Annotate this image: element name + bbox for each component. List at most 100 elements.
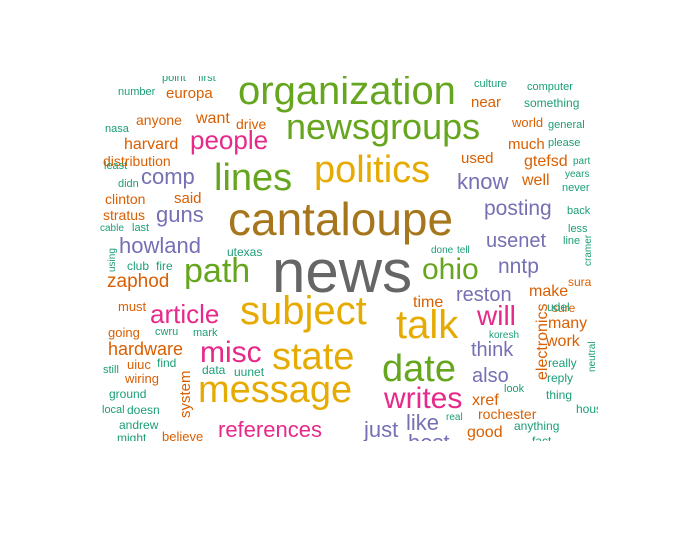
word-said: said	[174, 190, 202, 207]
word-comp: comp	[141, 164, 195, 189]
word-newsgroups: newsgroups	[286, 106, 481, 147]
word-look: look	[504, 383, 525, 395]
word-make: make	[529, 283, 569, 300]
word-want: want	[196, 110, 230, 127]
word-never: never	[562, 182, 590, 194]
word-first: first	[198, 76, 216, 84]
word-find: find	[157, 356, 177, 370]
word-message: message	[198, 369, 353, 411]
word-sure: sure	[552, 301, 576, 315]
word-uunet: uunet	[234, 365, 265, 379]
word-work: work	[546, 333, 580, 350]
word-last: last	[132, 222, 150, 234]
word-cable: cable	[100, 223, 124, 234]
word-posting: posting	[484, 197, 552, 220]
word-path: path	[184, 252, 251, 290]
word-thing: thing	[546, 388, 573, 402]
word-wiring: wiring	[125, 371, 159, 386]
word-usenet: usenet	[486, 230, 547, 252]
word-well: well	[522, 172, 550, 189]
word-cloud-area: news cantaloupe organization newsgroups …	[100, 76, 598, 441]
word-guns: guns	[156, 202, 204, 227]
word-ground: ground	[109, 387, 147, 401]
word-organization: organization	[238, 76, 456, 113]
word-udel: udel	[547, 300, 570, 314]
word-must: must	[118, 299, 147, 314]
word-subject: subject	[240, 289, 367, 333]
word-cwru: cwru	[155, 326, 179, 338]
word-writes: writes	[384, 382, 463, 415]
word-much: much	[508, 136, 545, 153]
word-hardware: hardware	[108, 339, 184, 359]
word-going: going	[108, 325, 140, 340]
word-xref: xref	[472, 392, 499, 409]
word-years: years	[565, 169, 590, 180]
word-gtefsd: gtefsd	[524, 153, 568, 170]
word-politics: politics	[314, 149, 431, 191]
word-cantaloupe: cantaloupe	[228, 193, 454, 245]
word-date: date	[382, 348, 456, 390]
word-number: number	[118, 86, 156, 98]
word-zaphod: zaphod	[107, 271, 170, 292]
word-fact: fact	[532, 434, 552, 441]
word-drive: drive	[236, 116, 267, 132]
word-mark: mark	[193, 327, 218, 339]
word-near: near	[471, 94, 502, 111]
word-something: something	[524, 96, 580, 110]
word-local: local	[102, 404, 125, 416]
word-neutral: neutral	[587, 341, 598, 372]
word-still: still	[103, 364, 119, 376]
word-andrew: andrew	[119, 418, 159, 432]
word-stratus: stratus	[103, 207, 146, 223]
word-reply: reply	[547, 371, 574, 385]
word-culture: culture	[474, 78, 508, 90]
word-reston: reston	[456, 284, 512, 306]
word-good: good	[467, 424, 503, 441]
word-house: house	[576, 402, 598, 416]
word-believe: believe	[162, 429, 204, 441]
word-club: club	[127, 259, 150, 273]
word-least: least	[104, 160, 128, 172]
word-just: just	[364, 417, 399, 441]
word-less: less	[568, 223, 588, 235]
word-like: like	[406, 410, 440, 435]
word-system: system	[177, 370, 194, 418]
word-article: article	[150, 299, 220, 329]
word-howland: howland	[119, 233, 201, 258]
word-computer: computer	[527, 81, 573, 93]
word-anyone: anyone	[136, 112, 182, 128]
word-utexas: utexas	[227, 245, 263, 259]
word-misc: misc	[200, 336, 262, 369]
word-distribution: distribution	[103, 153, 171, 169]
word-nntp: nntp	[498, 255, 539, 278]
word-doesn: doesn	[127, 403, 160, 417]
word-know: know	[457, 169, 509, 194]
word-rochester: rochester	[478, 406, 537, 422]
word-clinton: clinton	[105, 191, 146, 207]
word-done: done	[431, 245, 454, 256]
word-will: will	[477, 300, 516, 331]
word-didn: didn	[118, 178, 139, 190]
word-also: also	[472, 365, 509, 387]
word-line: line	[563, 235, 581, 247]
word-might: might	[117, 431, 147, 441]
word-used: used	[461, 150, 494, 167]
word-harvard: harvard	[124, 136, 179, 153]
word-real: real	[446, 412, 463, 423]
word-references: references	[218, 417, 322, 441]
word-lines: lines	[214, 157, 293, 199]
word-europa: europa	[166, 85, 213, 102]
word-data: data	[202, 363, 226, 377]
word-uiuc: uiuc	[127, 357, 151, 372]
word-host: host	[408, 432, 450, 442]
word-using: using	[107, 248, 118, 272]
word-sura: sura	[568, 275, 592, 289]
word-back: back	[567, 205, 591, 217]
word-general: general	[548, 119, 585, 131]
word-tell: tell	[457, 245, 470, 256]
word-time: time	[413, 294, 444, 311]
word-people: people	[190, 125, 269, 155]
word-cramer: cramer	[583, 234, 594, 266]
word-koresh: koresh	[489, 330, 520, 341]
